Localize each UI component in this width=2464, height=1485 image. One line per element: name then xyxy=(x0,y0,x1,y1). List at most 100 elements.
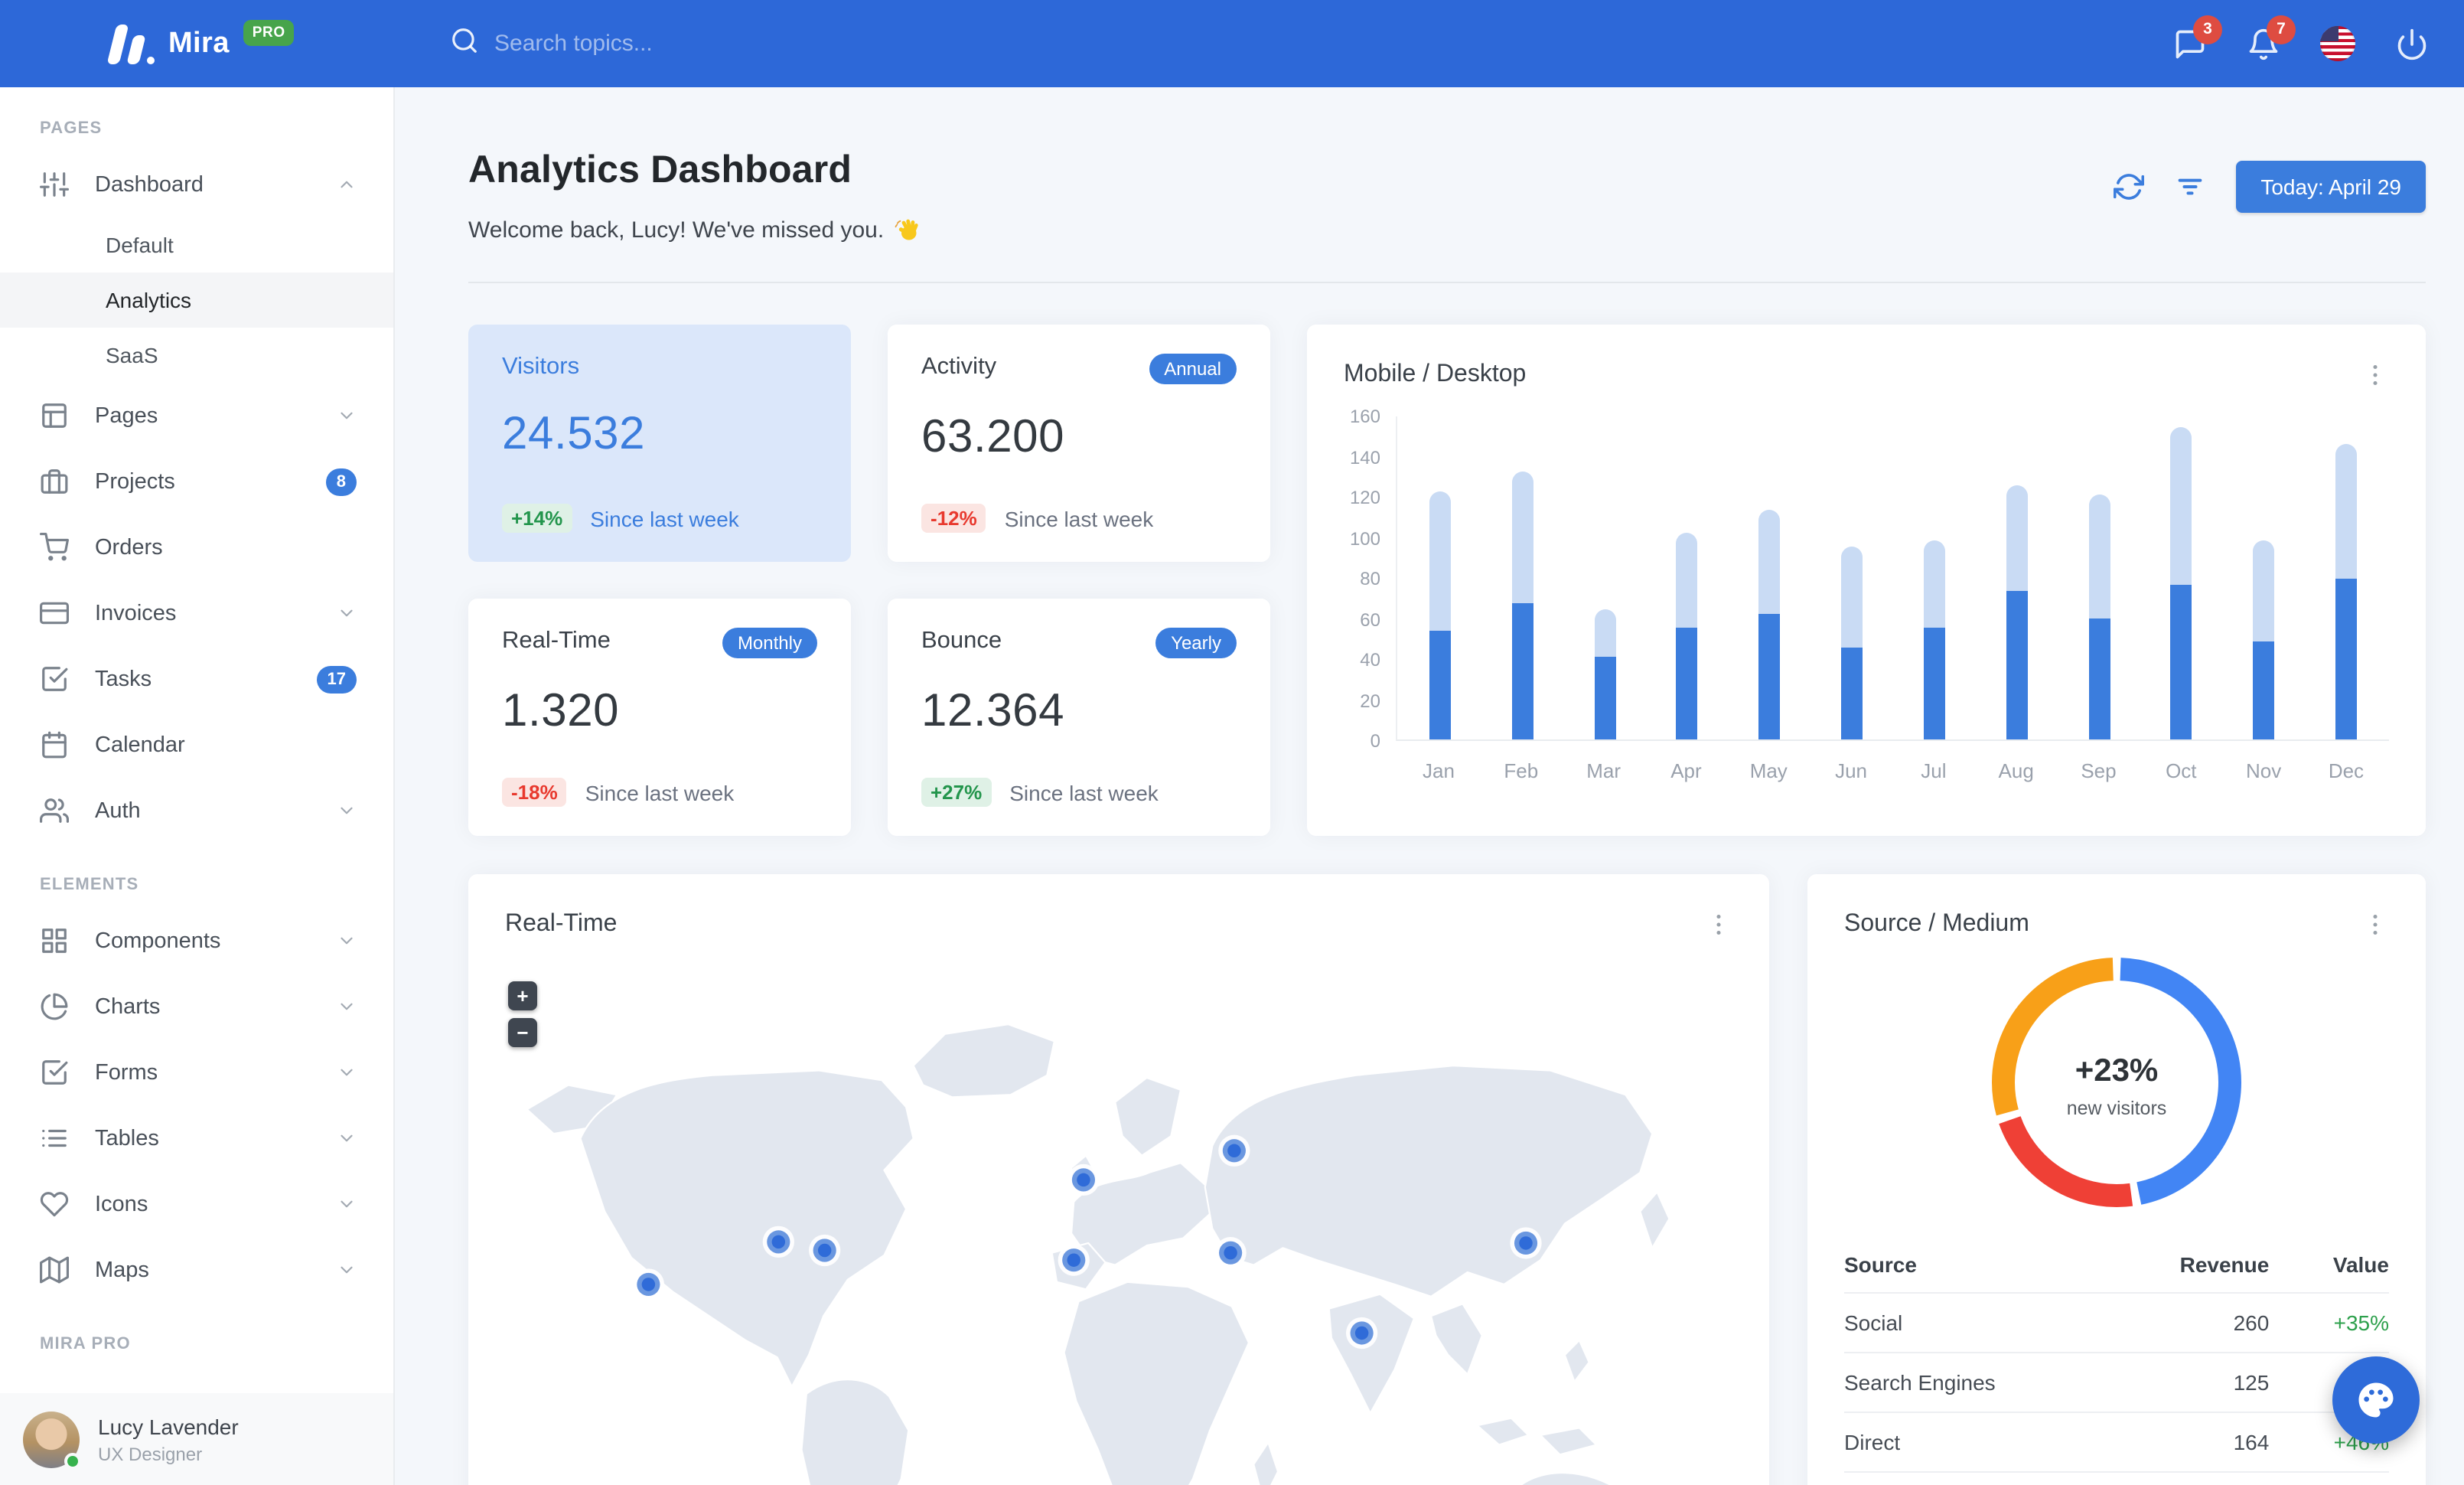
map-marker[interactable] xyxy=(1058,1244,1090,1276)
stat-card-visitors: Visitors 24.532 +14% Since last week xyxy=(468,325,851,562)
map-marker[interactable] xyxy=(632,1268,665,1301)
header-divider xyxy=(468,282,2426,283)
source-cell: Search Engines xyxy=(1844,1353,2095,1413)
sidebar-item-charts[interactable]: Charts xyxy=(0,974,393,1040)
user-role: UX Designer xyxy=(98,1443,203,1464)
sidebar: PAGES Dashboard Default Analytics SaaS Pages P… xyxy=(0,87,395,1485)
stat-value: 24.532 xyxy=(502,409,646,459)
today-button[interactable]: Today: April 29 xyxy=(2236,161,2426,213)
more-menu-button[interactable] xyxy=(2361,361,2389,389)
filter-button[interactable] xyxy=(2175,171,2205,202)
refresh-button[interactable] xyxy=(2114,171,2145,202)
map-marker[interactable] xyxy=(1214,1237,1247,1269)
sidebar-item-invoices[interactable]: Invoices xyxy=(0,580,393,646)
map-markers xyxy=(632,1134,1542,1350)
map-zoom-controls: + − xyxy=(508,981,537,1047)
source-cell: Social xyxy=(1844,1293,2095,1353)
layout-icon xyxy=(42,403,67,428)
stat-title: Activity xyxy=(921,354,997,380)
more-menu-button[interactable] xyxy=(2361,911,2389,938)
check-square-icon xyxy=(42,667,68,691)
search-input[interactable] xyxy=(494,31,923,57)
sidebar-item-projects[interactable]: Projects 8 xyxy=(0,449,393,514)
y-tick: 20 xyxy=(1360,690,1380,711)
bar-may xyxy=(1742,510,1797,739)
sidebar-item-maps[interactable]: Maps xyxy=(0,1237,393,1303)
heart-icon xyxy=(40,1192,69,1217)
sidebar-item-components[interactable]: Components xyxy=(0,908,393,974)
donut-segment-search-engines[interactable] xyxy=(1992,958,2241,1207)
source-table: Source Revenue Value Social 260 +35% Search E… xyxy=(1844,1237,2389,1473)
map-marker[interactable] xyxy=(1218,1134,1250,1167)
sidebar-item-tables[interactable]: Tables xyxy=(0,1105,393,1171)
sidebar-item-calendar[interactable]: Calendar xyxy=(0,712,393,778)
zoom-out-button[interactable]: − xyxy=(508,1018,537,1047)
bars-area xyxy=(1396,416,2389,741)
card-title: Mobile / Desktop xyxy=(1344,361,1527,387)
map-marker[interactable] xyxy=(809,1234,841,1267)
sidebar-item-forms[interactable]: Forms xyxy=(0,1040,393,1105)
mobile-desktop-card: Mobile / Desktop 0 20 40 60 80 100 120 140 160 J… xyxy=(1307,325,2426,836)
filter-icon xyxy=(2178,178,2202,195)
donut-segment-social[interactable] xyxy=(1992,958,2241,1207)
brand[interactable]: Mira PRO xyxy=(0,20,380,65)
map-marker[interactable] xyxy=(1345,1317,1378,1350)
period-badge[interactable]: Yearly xyxy=(1155,628,1237,658)
sidebar-item-orders[interactable]: Orders xyxy=(0,514,393,580)
search-icon xyxy=(450,25,479,62)
chevron-down-icon xyxy=(337,801,357,821)
sidebar-item-analytics[interactable]: Analytics xyxy=(0,273,393,328)
notifications-button[interactable]: 7 xyxy=(2247,15,2296,60)
stat-note: Since last week xyxy=(1009,780,1159,805)
more-menu-button[interactable] xyxy=(1705,911,1732,938)
bar-nov xyxy=(2236,540,2291,739)
chevron-down-icon xyxy=(337,1260,357,1280)
table-header-row: Source Revenue Value xyxy=(1844,1237,2389,1294)
sidebar-item-pages[interactable]: Pages xyxy=(0,383,393,449)
messages-badge: 3 xyxy=(2193,15,2222,44)
card-title: Real-Time xyxy=(505,911,618,937)
pro-badge: PRO xyxy=(243,20,295,46)
avatar xyxy=(23,1411,81,1469)
zoom-in-button[interactable]: + xyxy=(508,981,537,1010)
table-row: Social 260 +35% xyxy=(1844,1293,2389,1353)
sidebar-item-auth[interactable]: Auth xyxy=(0,778,393,844)
page-subtitle: Welcome back, Lucy! We've missed you. xyxy=(468,216,919,245)
continents xyxy=(526,1023,1670,1485)
period-badge[interactable]: Annual xyxy=(1149,354,1237,384)
x-tick: Jun xyxy=(1835,759,1868,782)
revenue-cell: 164 xyxy=(2094,1412,2270,1473)
messages-button[interactable]: 3 xyxy=(2173,15,2222,60)
stat-title: Real-Time xyxy=(502,628,611,654)
chevron-down-icon xyxy=(337,1062,357,1082)
sidebar-item-dashboard[interactable]: Dashboard xyxy=(0,152,393,217)
logout-button[interactable] xyxy=(2395,27,2429,60)
column-header: Revenue xyxy=(2094,1237,2270,1294)
sidebar-item-tasks[interactable]: Tasks 17 xyxy=(0,646,393,712)
x-axis: Jan Feb Mar Apr May Jun Jul Aug Sep Oct Nov Dec xyxy=(1396,759,2389,782)
language-flag-us-icon[interactable] xyxy=(2320,26,2355,61)
check-square-icon xyxy=(42,1060,68,1085)
realtime-map-card: Real-Time xyxy=(468,874,1769,1485)
chevron-down-icon xyxy=(337,603,357,623)
user-card[interactable]: Lucy Lavender UX Designer xyxy=(0,1393,393,1485)
sidebar-item-saas[interactable]: SaaS xyxy=(106,343,158,367)
theme-settings-fab[interactable] xyxy=(2332,1356,2420,1444)
section-label: ELEMENTS xyxy=(40,876,139,894)
change-chip: +27% xyxy=(921,778,992,807)
bar-mar xyxy=(1577,609,1632,739)
search xyxy=(450,25,923,62)
bar-sep xyxy=(2071,494,2127,739)
sidebar-item-default[interactable]: Default xyxy=(106,233,174,257)
stat-value: 12.364 xyxy=(921,686,1065,736)
map-marker[interactable] xyxy=(1510,1227,1542,1259)
stat-card-bounce: Bounce Yearly 12.364 +27% Since last week xyxy=(888,599,1270,836)
list-icon xyxy=(42,1129,67,1147)
map-marker[interactable] xyxy=(762,1226,794,1258)
sidebar-item-icons[interactable]: Icons xyxy=(0,1171,393,1237)
period-badge[interactable]: Monthly xyxy=(722,628,817,658)
map-marker[interactable] xyxy=(1067,1164,1100,1196)
donut-segment-direct[interactable] xyxy=(1992,958,2241,1207)
donut-chart: +23% new visitors xyxy=(1988,954,2245,1219)
